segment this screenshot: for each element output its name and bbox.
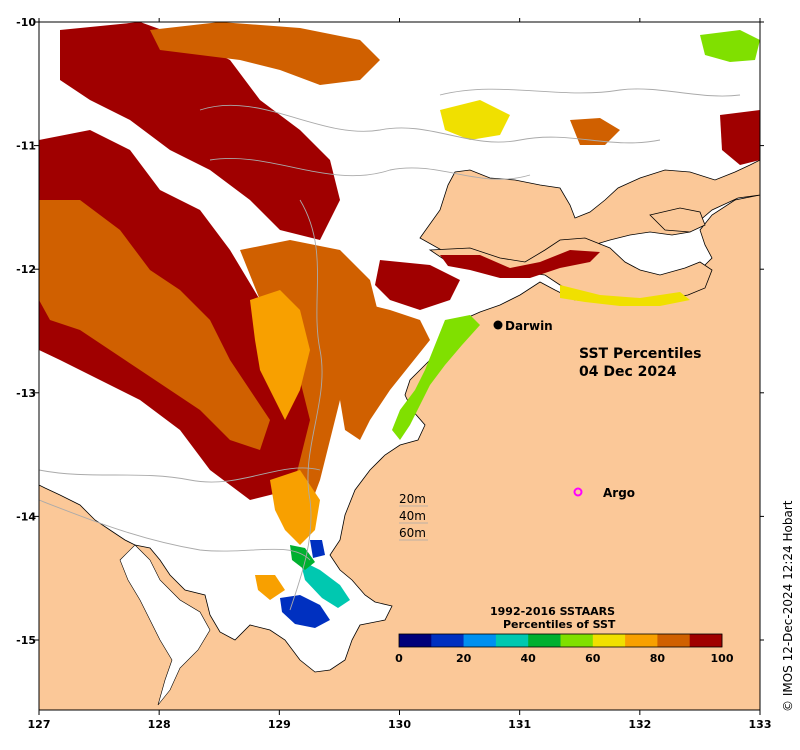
sst-cluster-coast-band — [440, 250, 600, 278]
colorbar-swatch-5 — [560, 634, 594, 647]
contour-line-5 — [38, 499, 311, 561]
sst-cluster-amber-2 — [270, 470, 320, 545]
darwin-marker — [493, 320, 503, 330]
colorbar-swatches — [398, 633, 723, 648]
contour-label-20m: 20m — [399, 492, 426, 506]
x-tick-label-132: 132 — [628, 718, 651, 731]
sst-cluster-ne-orange — [570, 118, 620, 145]
colorbar-swatch-6 — [592, 634, 626, 647]
colorbar-tick-100: 100 — [711, 652, 734, 665]
sst-cluster-amber — [250, 290, 310, 420]
colorbar-swatch-7 — [625, 634, 658, 647]
colorbar: 1992-2016 SSTAARS Percentiles of SST 0 20… — [395, 605, 734, 665]
sst-data-layer — [39, 22, 760, 628]
colorbar-tick-80: 80 — [650, 652, 666, 665]
x-tick-label-128: 128 — [148, 718, 171, 731]
colorbar-title-line2: Percentiles of SST — [503, 618, 616, 631]
sst-cluster-greenband — [392, 315, 480, 440]
contour-line-1 — [199, 104, 661, 144]
colorbar-tick-0: 0 — [395, 652, 403, 665]
sst-cluster-darkred-center — [375, 260, 460, 310]
bathymetry-contours — [38, 88, 741, 611]
contour-line-6 — [439, 88, 741, 97]
colorbar-swatch-9 — [689, 634, 723, 647]
colorbar-outline — [398, 633, 723, 648]
x-tick-label-127: 127 — [28, 718, 51, 731]
contour-label-40m: 40m — [399, 509, 426, 523]
x-axis-ticks: 127 128 129 130 131 132 133 — [28, 18, 772, 731]
sst-cluster-cyan — [300, 560, 350, 608]
credit-text: © IMOS 12-Dec-2024 12:24 Hobart — [781, 500, 795, 712]
map-title-line2: 04 Dec 2024 — [579, 364, 677, 380]
argo-label: Argo — [603, 486, 635, 500]
map-title-line1: SST Percentiles — [579, 346, 702, 362]
sst-cluster-ne-yellow — [440, 100, 510, 140]
colorbar-tick-40: 40 — [521, 652, 537, 665]
sst-cluster-orange-north — [150, 22, 380, 85]
x-tick-label-131: 131 — [508, 718, 531, 731]
colorbar-swatch-0 — [399, 634, 432, 647]
colorbar-tick-20: 20 — [456, 652, 472, 665]
sst-cluster-blue-small — [310, 540, 325, 558]
land-inner-lake — [119, 544, 211, 706]
colorbar-swatch-8 — [657, 634, 690, 647]
sst-cluster-darkred-north — [60, 22, 340, 240]
y-tick-label--13: -13 — [16, 387, 36, 400]
y-tick-label--14: -14 — [16, 510, 36, 523]
colorbar-swatch-2 — [463, 634, 497, 647]
y-tick-label--11: -11 — [16, 140, 36, 153]
y-axis-ticks: -10 -11 -12 -13 -14 -15 — [16, 16, 764, 647]
darwin-label: Darwin — [505, 319, 553, 333]
colorbar-title-line1: 1992-2016 SSTAARS — [490, 605, 615, 618]
colorbar-tick-60: 60 — [585, 652, 601, 665]
x-tick-label-133: 133 — [749, 718, 772, 731]
contour-line-2 — [209, 157, 531, 180]
y-tick-label--10: -10 — [16, 16, 36, 29]
sst-cluster-ne-green — [700, 30, 760, 62]
argo-marker — [573, 487, 583, 497]
sst-cluster-orange-west — [39, 200, 270, 450]
sst-cluster-ne-darkred — [720, 110, 760, 165]
sst-cluster-orange-gulf — [255, 575, 285, 600]
colorbar-swatch-4 — [528, 634, 561, 647]
sst-cluster-orange-coast — [340, 300, 430, 440]
y-tick-label--15: -15 — [16, 634, 36, 647]
sst-cluster-coast-yellow — [560, 285, 690, 306]
colorbar-swatch-1 — [431, 634, 464, 647]
contour-label-60m: 60m — [399, 526, 426, 540]
contour-line-3 — [289, 199, 323, 611]
y-tick-label--12: -12 — [16, 263, 36, 276]
contour-line-4 — [38, 467, 321, 483]
colorbar-swatch-3 — [495, 634, 529, 647]
land-areas — [38, 159, 761, 711]
x-tick-label-129: 129 — [268, 718, 291, 731]
x-tick-label-130: 130 — [388, 718, 411, 731]
sst-cluster-green-gulf — [290, 545, 315, 570]
land-east-island — [649, 207, 706, 233]
contour-legend: 20m 40m 60m — [399, 492, 428, 541]
colorbar-ticks: 0 20 40 60 80 100 — [395, 652, 734, 665]
